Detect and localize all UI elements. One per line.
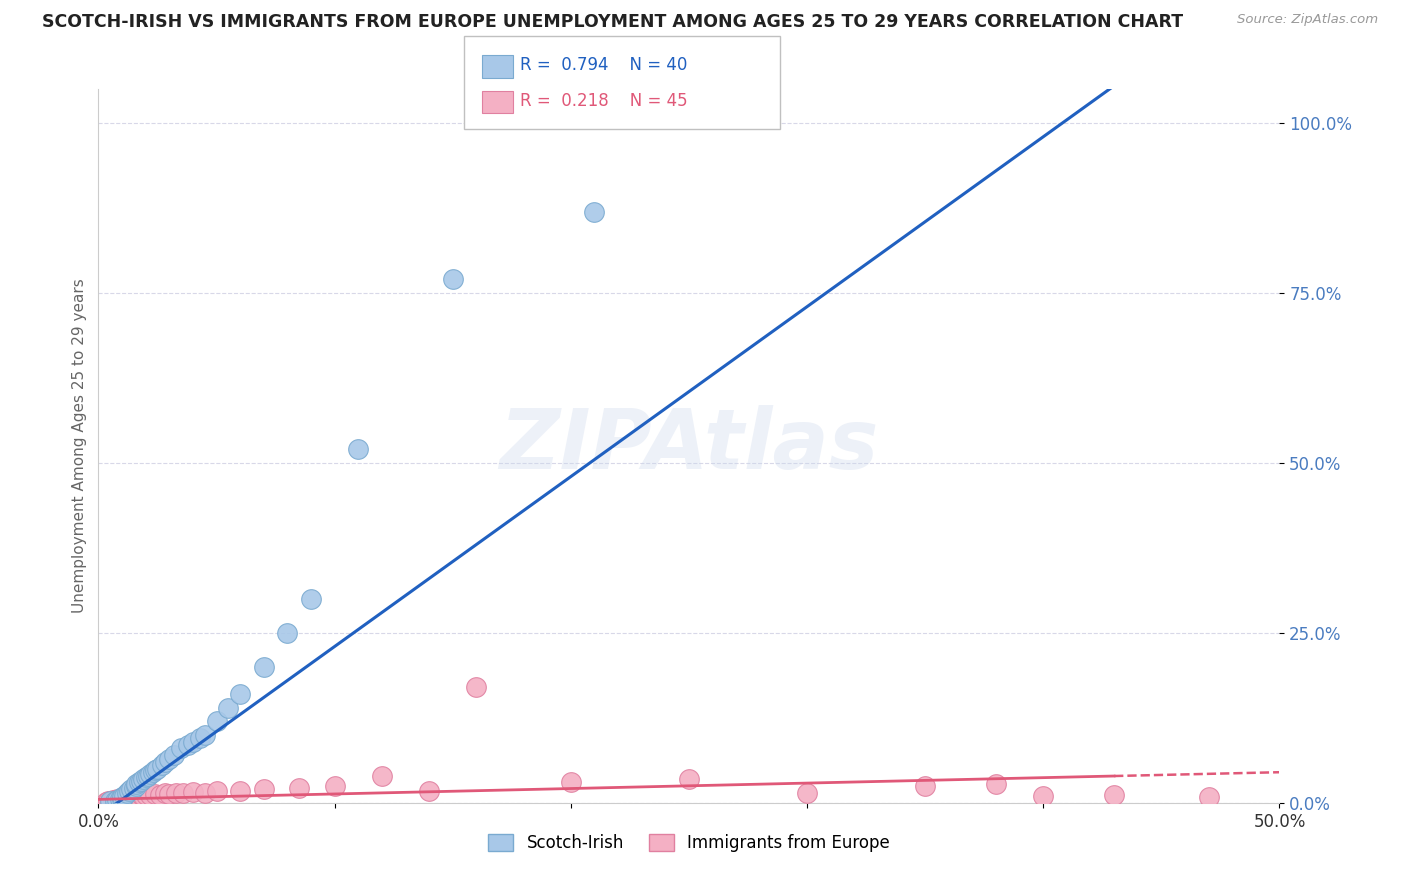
- Immigrants from Europe: [125, 789, 148, 803]
- Immigrants from Europe: [229, 783, 252, 797]
- Immigrants from Europe: [153, 786, 176, 800]
- Scotch-Irish: [111, 790, 134, 805]
- Scotch-Irish: [188, 731, 211, 746]
- Immigrants from Europe: [1032, 789, 1054, 803]
- Scotch-Irish: [153, 755, 176, 769]
- Immigrants from Europe: [796, 786, 818, 800]
- Immigrants from Europe: [181, 785, 204, 799]
- Immigrants from Europe: [128, 789, 150, 804]
- Scotch-Irish: [115, 786, 138, 800]
- Text: R =  0.794    N = 40: R = 0.794 N = 40: [520, 56, 688, 74]
- Immigrants from Europe: [560, 775, 582, 789]
- Legend: Scotch-Irish, Immigrants from Europe: Scotch-Irish, Immigrants from Europe: [481, 827, 897, 859]
- Immigrants from Europe: [323, 779, 346, 793]
- Immigrants from Europe: [194, 786, 217, 800]
- Immigrants from Europe: [139, 789, 162, 803]
- Scotch-Irish: [143, 763, 166, 777]
- Text: Source: ZipAtlas.com: Source: ZipAtlas.com: [1237, 13, 1378, 27]
- Scotch-Irish: [276, 626, 298, 640]
- Immigrants from Europe: [122, 790, 145, 805]
- Scotch-Irish: [217, 700, 239, 714]
- Immigrants from Europe: [105, 793, 128, 807]
- Immigrants from Europe: [97, 794, 120, 808]
- Text: SCOTCH-IRISH VS IMMIGRANTS FROM EUROPE UNEMPLOYMENT AMONG AGES 25 TO 29 YEARS CO: SCOTCH-IRISH VS IMMIGRANTS FROM EUROPE U…: [42, 13, 1184, 31]
- Scotch-Irish: [121, 782, 143, 797]
- Immigrants from Europe: [98, 794, 121, 808]
- Scotch-Irish: [104, 794, 127, 808]
- Immigrants from Europe: [108, 791, 131, 805]
- Immigrants from Europe: [465, 680, 488, 694]
- Immigrants from Europe: [111, 792, 134, 806]
- Immigrants from Europe: [118, 791, 141, 805]
- Immigrants from Europe: [984, 777, 1007, 791]
- Immigrants from Europe: [115, 790, 138, 805]
- Immigrants from Europe: [105, 792, 128, 806]
- Immigrants from Europe: [1102, 788, 1125, 802]
- Scotch-Irish: [132, 772, 155, 786]
- Scotch-Irish: [111, 791, 134, 805]
- Text: ZIPAtlas: ZIPAtlas: [499, 406, 879, 486]
- Scotch-Irish: [135, 770, 157, 784]
- Immigrants from Europe: [111, 791, 134, 805]
- Immigrants from Europe: [157, 787, 180, 801]
- Immigrants from Europe: [172, 786, 194, 800]
- Scotch-Irish: [163, 748, 186, 763]
- Immigrants from Europe: [1198, 790, 1220, 805]
- Text: R =  0.218    N = 45: R = 0.218 N = 45: [520, 92, 688, 110]
- Scotch-Irish: [98, 794, 121, 808]
- Scotch-Irish: [253, 660, 276, 674]
- Scotch-Irish: [105, 793, 128, 807]
- Scotch-Irish: [142, 765, 165, 780]
- Scotch-Irish: [139, 767, 162, 781]
- Immigrants from Europe: [288, 780, 311, 795]
- Scotch-Irish: [441, 272, 464, 286]
- Immigrants from Europe: [129, 789, 152, 803]
- Immigrants from Europe: [104, 794, 127, 808]
- Scotch-Irish: [347, 442, 370, 457]
- Scotch-Irish: [177, 738, 200, 752]
- Scotch-Irish: [299, 591, 322, 606]
- Y-axis label: Unemployment Among Ages 25 to 29 years: Unemployment Among Ages 25 to 29 years: [72, 278, 87, 614]
- Scotch-Irish: [125, 777, 148, 791]
- Scotch-Irish: [150, 758, 173, 772]
- Immigrants from Europe: [914, 779, 936, 793]
- Scotch-Irish: [157, 751, 180, 765]
- Scotch-Irish: [205, 714, 228, 729]
- Scotch-Irish: [194, 728, 217, 742]
- Immigrants from Europe: [121, 789, 143, 804]
- Immigrants from Europe: [371, 769, 394, 783]
- Scotch-Irish: [129, 774, 152, 789]
- Scotch-Irish: [170, 741, 193, 756]
- Immigrants from Europe: [112, 791, 135, 805]
- Immigrants from Europe: [165, 786, 187, 800]
- Scotch-Irish: [583, 204, 606, 219]
- Scotch-Irish: [112, 789, 135, 803]
- Immigrants from Europe: [149, 788, 172, 802]
- Immigrants from Europe: [132, 789, 155, 803]
- Scotch-Irish: [146, 762, 169, 776]
- Immigrants from Europe: [418, 783, 440, 797]
- Scotch-Irish: [229, 687, 252, 701]
- Immigrants from Europe: [678, 772, 700, 786]
- Immigrants from Europe: [205, 784, 228, 798]
- Scotch-Irish: [125, 779, 148, 793]
- Scotch-Irish: [122, 780, 145, 795]
- Scotch-Irish: [118, 783, 141, 797]
- Immigrants from Europe: [101, 793, 124, 807]
- Immigrants from Europe: [143, 787, 166, 801]
- Scotch-Irish: [181, 734, 204, 748]
- Scotch-Irish: [136, 769, 159, 783]
- Immigrants from Europe: [253, 782, 276, 797]
- Scotch-Irish: [128, 775, 150, 789]
- Scotch-Irish: [108, 792, 131, 806]
- Immigrants from Europe: [135, 788, 157, 802]
- Immigrants from Europe: [94, 795, 117, 809]
